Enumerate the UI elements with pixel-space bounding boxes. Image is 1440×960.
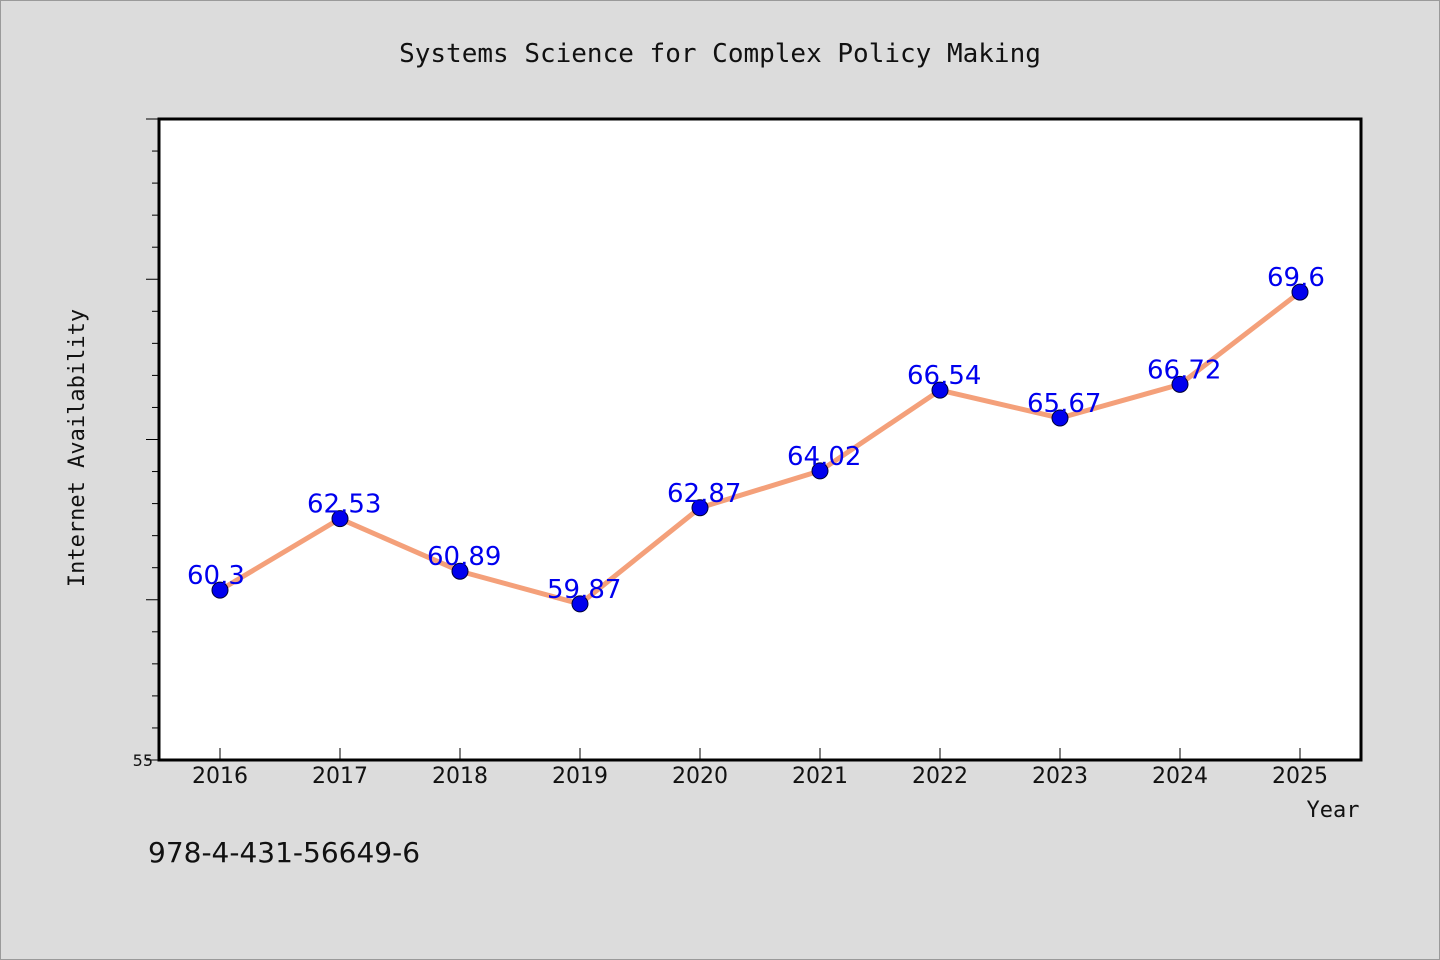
data-point bbox=[1171, 375, 1189, 393]
data-labels: 60.3 62.53 60.89 59.87 62.87 64.02 66.54 65.67 6… bbox=[187, 263, 1325, 605]
data-label: 60.3 bbox=[187, 561, 245, 591]
data-label: 64.02 bbox=[787, 442, 861, 472]
x-tick-label: 2025 bbox=[1272, 764, 1328, 789]
data-point bbox=[1051, 409, 1069, 427]
y-axis-label: Internet Availability bbox=[65, 309, 90, 587]
x-tick-label: 2018 bbox=[432, 764, 488, 789]
plot-area bbox=[157, 117, 1363, 762]
x-tick-label: 2024 bbox=[1152, 764, 1208, 789]
data-point bbox=[811, 462, 829, 480]
data-point bbox=[691, 499, 709, 517]
series-line bbox=[217, 289, 1303, 607]
x-tick-label: 2017 bbox=[312, 764, 368, 789]
data-label: 66.54 bbox=[907, 361, 981, 391]
x-axis-label: Year bbox=[1307, 798, 1360, 823]
data-label: 60.89 bbox=[427, 542, 501, 572]
x-tick-label: 2019 bbox=[552, 764, 608, 789]
data-point bbox=[571, 595, 589, 613]
data-point bbox=[211, 581, 229, 599]
data-point bbox=[451, 562, 469, 580]
data-label: 69.6 bbox=[1267, 263, 1325, 293]
x-tick-label: 2016 bbox=[192, 764, 248, 789]
y-tick-label: 55 bbox=[133, 751, 153, 770]
x-axis-ticks: 2016 2017 2018 2019 2020 2021 2022 2023 2024 2025 bbox=[192, 748, 1328, 789]
data-label: 62.53 bbox=[307, 490, 381, 520]
chart-title: Systems Science for Complex Policy Makin… bbox=[399, 39, 1041, 69]
series-internet-availability bbox=[211, 283, 1309, 613]
data-label: 59.87 bbox=[547, 575, 621, 605]
x-tick-label: 2020 bbox=[672, 764, 728, 789]
x-tick-label: 2021 bbox=[792, 764, 848, 789]
x-tick-label: 2022 bbox=[912, 764, 968, 789]
data-point bbox=[1291, 283, 1309, 301]
isbn-text: 978-4-431-56649-6 bbox=[148, 836, 420, 869]
data-label: 62.87 bbox=[667, 479, 741, 509]
data-point bbox=[931, 381, 949, 399]
y-axis-ticks: 55 bbox=[133, 118, 159, 770]
data-label: 65.67 bbox=[1027, 389, 1101, 419]
x-tick-label: 2023 bbox=[1032, 764, 1088, 789]
data-point bbox=[331, 510, 349, 528]
data-label: 66.72 bbox=[1147, 355, 1221, 385]
